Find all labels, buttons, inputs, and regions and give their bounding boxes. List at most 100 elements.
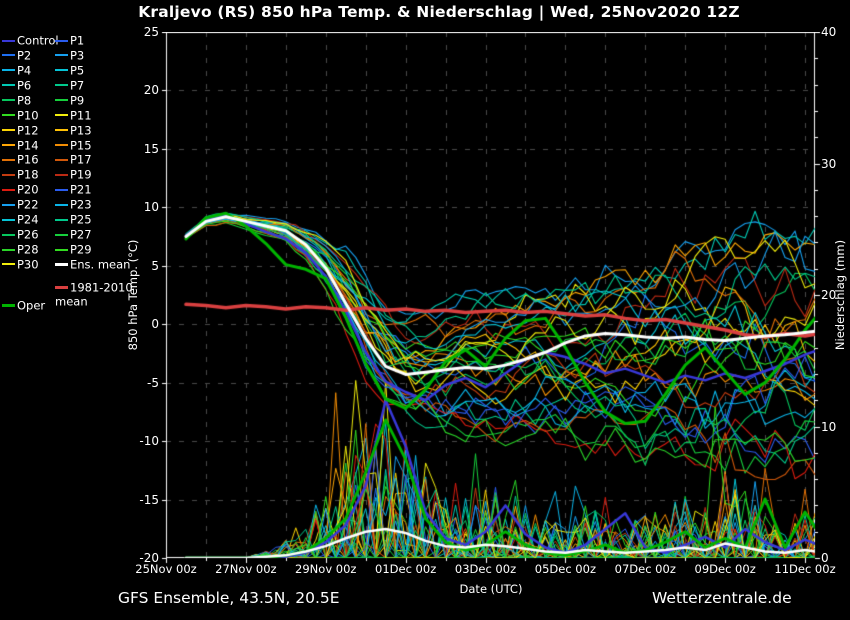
legend-label: 1981-2010 mean	[55, 280, 133, 309]
legend-swatch	[55, 84, 68, 87]
y-axis-tick-temp: 5	[151, 258, 159, 273]
legend-item-p8: P8	[2, 93, 31, 107]
legend-item-p29: P29	[55, 242, 92, 257]
legend-item-p22: P22	[2, 197, 39, 212]
footer-model-info: GFS Ensemble, 43.5N, 20.5E	[118, 589, 340, 607]
legend-label: P5	[70, 63, 85, 78]
x-axis-tick-date: 09Dec 00z	[694, 562, 756, 576]
legend-item-p6: P6	[2, 78, 32, 93]
legend-item-p21: P21	[55, 182, 92, 197]
legend-label: P20	[17, 182, 39, 197]
legend-item-p13: P13	[55, 123, 92, 138]
legend-label: P7	[70, 78, 85, 93]
legend-label: P26	[17, 227, 39, 242]
legend-label: P27	[70, 227, 92, 242]
legend-swatch	[55, 218, 68, 221]
legend-swatch	[2, 54, 15, 57]
legend-label: P22	[17, 197, 39, 212]
legend-swatch	[55, 173, 68, 176]
legend-swatch	[2, 129, 15, 132]
legend-swatch	[55, 285, 68, 289]
legend-item-p25: P25	[55, 212, 92, 227]
y-axis-tick-precip: 30	[821, 156, 837, 171]
legend-item-p11: P11	[55, 108, 92, 123]
legend-item-p23: P23	[55, 197, 92, 212]
legend-swatch	[2, 39, 15, 42]
legend-swatch	[55, 129, 68, 132]
legend-label: Oper	[17, 298, 46, 313]
y-axis-tick-precip: 40	[821, 25, 837, 39]
legend-swatch	[55, 54, 68, 57]
legend-item-p5: P5	[55, 63, 85, 78]
y-axis-tick-temp: 25	[143, 25, 159, 39]
legend-label: P19	[70, 167, 92, 182]
legend-label: P13	[70, 123, 92, 138]
legend-item-p30: P30	[2, 257, 39, 271]
y-axis-tick-precip: 20	[821, 288, 837, 302]
chart-title: Kraljevo (RS) 850 hPa Temp. & Niederschl…	[138, 3, 740, 21]
legend-label: P17	[70, 152, 92, 167]
legend-label: P14	[17, 138, 39, 152]
legend-swatch	[55, 233, 68, 236]
legend-swatch	[2, 158, 15, 161]
legend-swatch	[2, 303, 15, 307]
legend-swatch	[2, 203, 15, 206]
legend-swatch	[55, 188, 68, 191]
legend-label: P6	[17, 78, 32, 93]
legend-label: P9	[70, 93, 85, 108]
legend-item-p4: P4	[2, 63, 32, 78]
legend-swatch	[2, 173, 15, 176]
y-axis-tick-precip: 0	[821, 551, 829, 565]
x-axis-tick-date: 27Nov 00z	[215, 562, 277, 576]
legend-swatch	[55, 262, 68, 266]
legend-label: P15	[70, 138, 92, 152]
y-axis-tick-temp: -10	[139, 434, 159, 449]
legend-swatch	[55, 114, 68, 117]
legend-item-p26: P26	[2, 227, 39, 242]
legend-swatch	[55, 203, 68, 206]
legend-swatch	[55, 69, 68, 72]
x-axis-label-date: Date (UTC)	[459, 582, 523, 596]
legend-swatch	[2, 233, 15, 236]
legend-label: P16	[17, 152, 39, 167]
legend-item-p28: P28	[2, 242, 39, 257]
legend-swatch	[55, 39, 68, 42]
x-axis-tick-date: 25Nov 00z	[135, 562, 197, 576]
legend-swatch	[2, 263, 15, 266]
y-axis-tick-temp: -15	[139, 492, 159, 507]
legend-swatch	[2, 188, 15, 191]
legend-swatch	[2, 144, 15, 146]
legend-label: P12	[17, 123, 39, 138]
legend-label: Control	[17, 33, 59, 48]
legend-label: P11	[70, 108, 92, 123]
legend-swatch	[2, 99, 15, 102]
legend-swatch	[2, 248, 15, 251]
legend-label: P23	[70, 197, 92, 212]
legend-item-p10: P10	[2, 108, 39, 123]
legend-swatch	[2, 114, 15, 117]
y-axis-tick-temp: -5	[147, 375, 159, 390]
y-axis-tick-precip: 10	[821, 419, 837, 434]
legend-label: P25	[70, 212, 92, 227]
y-axis-label-temperature: 850 hPa Temp. (°C)	[126, 239, 140, 351]
legend-label: P4	[17, 63, 32, 78]
legend-item-p1: P1	[55, 33, 84, 48]
legend-item-1981-2010-mean: 1981-2010 mean	[55, 280, 133, 309]
x-axis-tick-date: 01Dec 00z	[375, 562, 437, 576]
ensemble-plot-canvas	[156, 32, 825, 566]
legend-item-p20: P20	[2, 182, 39, 197]
legend-swatch	[55, 248, 68, 251]
y-axis-tick-temp: 15	[143, 141, 159, 156]
legend-swatch	[2, 69, 15, 72]
legend-item-p14: P14	[2, 138, 39, 152]
footer-site-name: Wetterzentrale.de	[652, 589, 792, 607]
legend-label: P28	[17, 242, 39, 257]
x-axis-tick-date: 03Dec 00z	[454, 562, 517, 576]
y-axis-tick-temp: 10	[143, 200, 159, 215]
legend-swatch	[2, 84, 15, 87]
legend-label: Ens. mean	[70, 257, 131, 272]
legend-swatch	[55, 99, 68, 102]
legend-label: P10	[17, 108, 39, 123]
y-axis-tick-temp: -20	[139, 551, 159, 565]
